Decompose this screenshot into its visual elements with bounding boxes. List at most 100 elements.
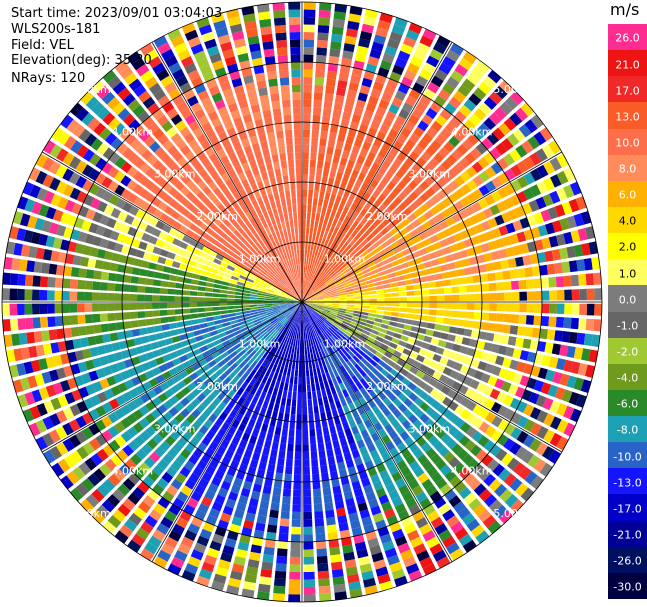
velocity-gate — [326, 146, 334, 156]
velocity-gate — [303, 474, 311, 482]
velocity-gate — [295, 152, 302, 160]
velocity-gate — [248, 96, 259, 107]
velocity-gate — [502, 357, 512, 368]
velocity-gate — [512, 245, 522, 256]
velocity-gate — [142, 252, 152, 261]
velocity-gate — [85, 269, 95, 279]
velocity-gate — [314, 288, 321, 294]
velocity-gate — [238, 349, 246, 357]
colorbar-segment — [608, 102, 647, 130]
velocity-gate — [525, 315, 535, 325]
velocity-gate — [228, 224, 237, 233]
velocity-gate — [443, 141, 455, 153]
velocity-gate — [166, 484, 179, 497]
velocity-gate — [212, 288, 221, 293]
velocity-gate — [319, 2, 332, 11]
velocity-gate — [191, 76, 203, 88]
velocity-gate — [122, 284, 131, 292]
velocity-gate — [13, 242, 23, 256]
velocity-gate — [303, 489, 311, 497]
velocity-gate — [321, 472, 330, 481]
velocity-gate — [263, 320, 271, 327]
velocity-gate — [313, 99, 322, 108]
velocity-gate — [357, 422, 366, 432]
velocity-gate — [462, 138, 474, 151]
velocity-gate — [425, 484, 438, 497]
velocity-gate — [510, 91, 524, 105]
velocity-gate — [368, 380, 377, 389]
velocity-gate — [405, 343, 414, 351]
velocity-gate — [199, 345, 209, 353]
velocity-gate — [287, 300, 295, 302]
velocity-gate — [466, 347, 476, 357]
velocity-gate — [192, 174, 203, 185]
velocity-gate — [549, 190, 561, 204]
velocity-gate — [256, 302, 265, 305]
velocity-gate — [117, 211, 128, 222]
velocity-gate — [157, 256, 167, 265]
velocity-gate — [336, 283, 344, 289]
velocity-gate — [288, 295, 296, 299]
velocity-gate — [374, 281, 383, 286]
colorbar-tick-label: -21.0 — [613, 528, 642, 542]
velocity-gate — [195, 335, 204, 342]
velocity-gate — [420, 315, 429, 322]
velocity-gate — [299, 242, 302, 250]
velocity-gate — [51, 462, 65, 477]
velocity-gate — [317, 269, 323, 277]
velocity-gate — [298, 369, 302, 377]
velocity-gate — [198, 169, 209, 179]
velocity-gate — [463, 328, 473, 337]
velocity-gate — [133, 258, 143, 267]
velocity-gate — [569, 408, 582, 423]
velocity-gate — [296, 421, 302, 430]
velocity-gate — [458, 124, 471, 137]
velocity-gate — [447, 334, 456, 342]
velocity-gate — [403, 196, 413, 206]
velocity-gate — [175, 390, 185, 401]
velocity-gate — [489, 204, 501, 216]
velocity-gate — [341, 444, 350, 454]
velocity-gate — [238, 495, 249, 505]
velocity-gate — [148, 535, 162, 548]
velocity-gate — [279, 152, 287, 162]
velocity-gate — [135, 345, 145, 355]
velocity-gate — [333, 277, 341, 284]
velocity-gate — [429, 101, 442, 114]
velocity-gate — [207, 202, 217, 212]
velocity-gate — [119, 463, 132, 476]
velocity-gate — [270, 502, 280, 511]
velocity-gate — [430, 399, 441, 410]
velocity-gate — [282, 308, 289, 314]
velocity-gate — [308, 305, 316, 309]
velocity-gate — [250, 360, 258, 369]
velocity-gate — [168, 187, 179, 198]
velocity-gate — [24, 289, 33, 301]
velocity-gate — [85, 208, 96, 221]
velocity-gate — [272, 487, 282, 496]
velocity-gate — [227, 309, 236, 314]
velocity-gate — [534, 353, 544, 365]
velocity-gate — [175, 203, 185, 214]
velocity-gate — [264, 253, 271, 261]
velocity-gate — [223, 355, 232, 363]
velocity-gate — [332, 576, 345, 586]
velocity-gate — [405, 372, 415, 381]
velocity-gate — [222, 321, 231, 327]
velocity-gate — [491, 415, 503, 428]
velocity-gate — [92, 292, 100, 301]
velocity-gate — [310, 338, 314, 346]
velocity-gate — [238, 172, 247, 182]
velocity-gate — [299, 287, 301, 295]
velocity-gate — [515, 337, 524, 348]
velocity-gate — [291, 234, 296, 243]
velocity-gate — [363, 326, 372, 333]
velocity-gate — [252, 254, 260, 262]
velocity-gate — [250, 104, 261, 114]
velocity-gate — [253, 362, 261, 371]
velocity-gate — [289, 242, 294, 251]
velocity-gate — [201, 122, 213, 133]
velocity-gate — [523, 187, 535, 200]
velocity-gate — [379, 533, 392, 544]
velocity-gate — [190, 491, 203, 502]
